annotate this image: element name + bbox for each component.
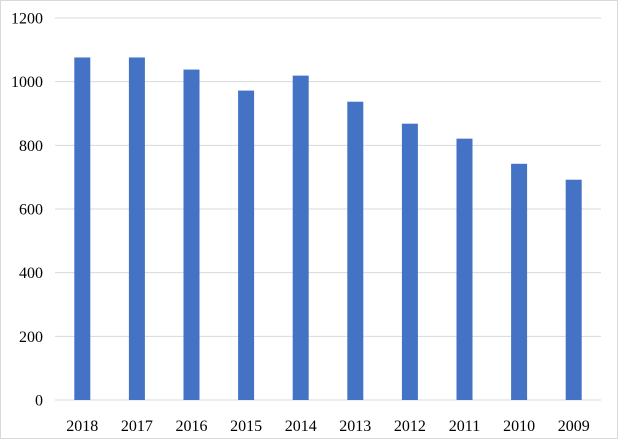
x-tick-label: 2014 [285, 418, 317, 435]
bar-2011 [456, 138, 473, 401]
x-tick-label: 2017 [121, 418, 153, 435]
bar-2017 [128, 57, 145, 401]
bar-2018 [74, 57, 91, 401]
bar-2014 [292, 75, 309, 400]
y-tick-label: 400 [19, 265, 43, 282]
x-tick-label: 2013 [339, 418, 371, 435]
x-tick-label: 2011 [449, 418, 480, 435]
bar-2009 [565, 179, 582, 400]
x-tick-label: 2012 [394, 418, 426, 435]
bar-2012 [401, 123, 418, 400]
y-tick-label: 600 [19, 202, 43, 219]
x-tick-label: 2015 [230, 418, 262, 435]
x-tick-labels: 2018 2017 2016 2015 2014 2013 2012 2011 2010 2009 [66, 418, 589, 435]
x-tick-label: 2010 [503, 418, 535, 435]
y-tick-label: 1000 [11, 74, 43, 91]
x-tick-label: 2009 [558, 418, 590, 435]
y-tick-label: 0 [35, 393, 43, 410]
bar-2010 [511, 163, 528, 400]
y-tick-labels: 0 200 400 600 800 1000 1200 [11, 11, 43, 410]
gridlines [55, 17, 601, 401]
y-tick-label: 800 [19, 138, 43, 155]
bar-2016 [183, 69, 200, 400]
bar-2015 [238, 90, 255, 400]
y-tick-label: 200 [19, 329, 43, 346]
bar-2013 [347, 101, 364, 400]
x-tick-label: 2016 [176, 418, 208, 435]
x-tick-label: 2018 [66, 418, 98, 435]
y-tick-label: 1200 [11, 11, 43, 28]
bars [74, 57, 582, 401]
